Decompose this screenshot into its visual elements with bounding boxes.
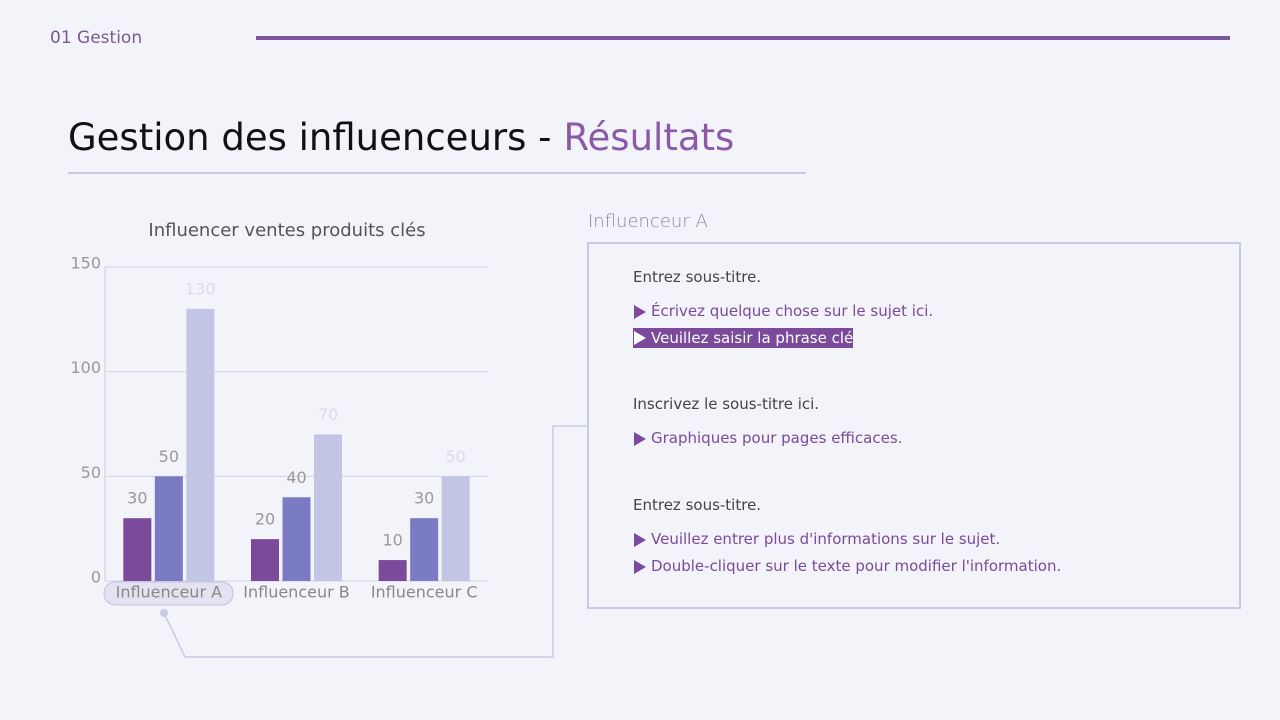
value-label: 130 [185, 279, 216, 298]
panel-item: Graphiques pour pages efficaces. [633, 425, 902, 452]
bar [123, 518, 152, 581]
value-label: 10 [382, 531, 402, 550]
y-tick-label: 100 [70, 358, 101, 377]
section-label: 01 Gestion [50, 28, 143, 48]
panel-section: Inscrivez le sous-titre ici. Graphiques p… [633, 395, 902, 452]
y-tick-label: 0 [91, 568, 101, 587]
x-tick-label: Influenceur C [371, 583, 478, 602]
y-tick-label: 150 [70, 254, 101, 273]
panel-subtitle: Entrez sous-titre. [633, 496, 762, 514]
panel-item: Veuillez entrer plus d'informations sur … [633, 526, 1000, 553]
value-label: 30 [127, 489, 147, 508]
bar [154, 476, 183, 581]
bar [186, 308, 215, 581]
bar [251, 539, 279, 581]
value-label: 30 [414, 489, 434, 508]
value-label: 20 [255, 510, 275, 529]
value-label: 50 [445, 447, 465, 466]
panel-box [587, 242, 1241, 609]
bar [314, 434, 342, 581]
title-accent: Résultats [563, 116, 735, 159]
panel-item: Écrivez quelque chose sur le sujet ici. [633, 298, 933, 325]
panel-section: Entrez sous-titre. Veuillez entrer plus d… [633, 496, 1061, 580]
value-label: 50 [159, 447, 179, 466]
category-highlight [103, 581, 234, 606]
bar [410, 518, 439, 581]
panel-section: Entrez sous-titre. Écrivez quelque chose … [633, 268, 933, 348]
value-label: 70 [318, 405, 338, 424]
x-tick-label: Influenceur A [116, 583, 223, 602]
panel-subtitle: Inscrivez le sous-titre ici. [633, 395, 820, 413]
value-label: 40 [286, 468, 306, 487]
panel-item: Veuillez saisir la phrase clé [633, 328, 854, 348]
chart-title: Influencer ventes produits clés [148, 220, 425, 241]
x-tick-label: Influenceur B [243, 583, 349, 602]
panel-item: Double-cliquer sur le texte pour modifie… [633, 553, 1061, 580]
bar [282, 497, 311, 581]
bar [378, 560, 407, 581]
connector [163, 425, 587, 658]
title-main: Gestion des influenceurs - [68, 116, 552, 159]
panel-subtitle: Entrez sous-titre. [633, 268, 762, 286]
y-tick-label: 50 [81, 463, 101, 482]
connector-dot [160, 609, 168, 617]
panel-heading: Influenceur A [588, 211, 708, 232]
slide-title: Gestion des influenceurs - Résultats [68, 116, 734, 159]
bar [441, 476, 470, 581]
